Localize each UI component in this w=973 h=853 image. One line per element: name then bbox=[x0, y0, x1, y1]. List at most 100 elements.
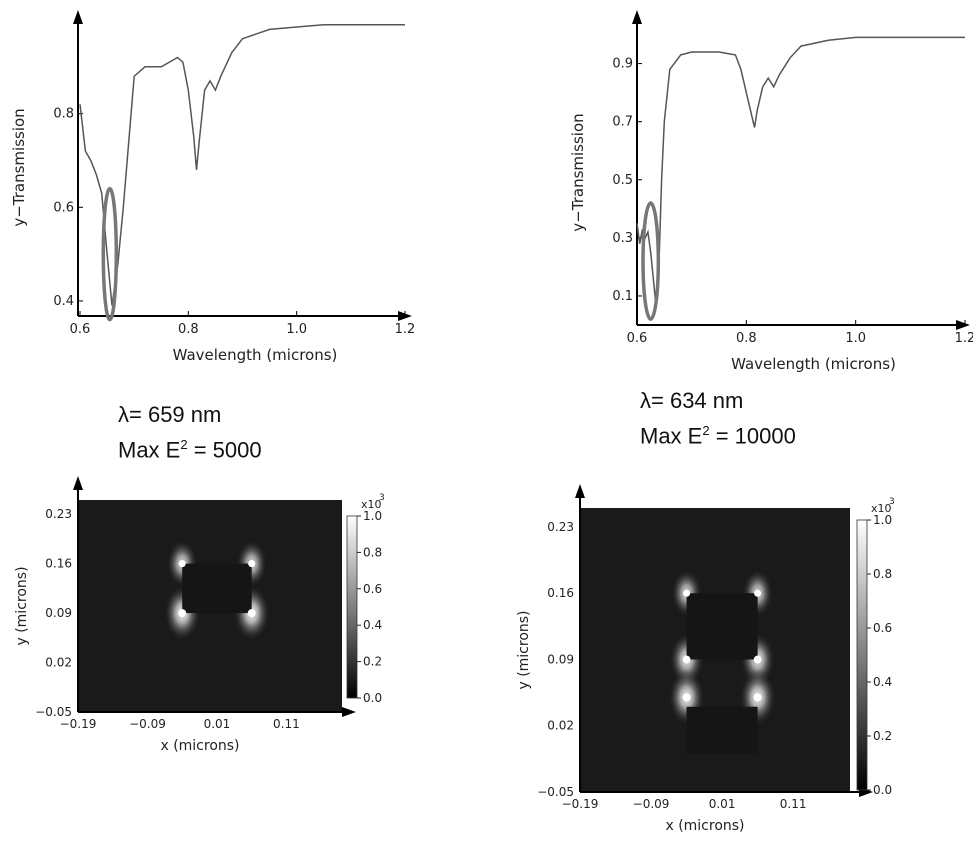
spectrum-left-y-arrow bbox=[73, 10, 83, 24]
spectrum-right-y-tick-label: 0.3 bbox=[612, 231, 633, 246]
field-right-chart: −0.19 −0.09 0.01 0.11−0.050.020.090.160.23x… bbox=[516, 484, 895, 834]
annotation-left-max-prefix: Max E bbox=[118, 437, 181, 463]
spectrum-right-y-arrow bbox=[632, 10, 642, 24]
field-right-y-tick-label: −0.05 bbox=[537, 785, 574, 799]
field-right-colorbar-tick-label: 0.8 bbox=[873, 567, 892, 581]
field-right-colorbar-tick-label: 1.0 bbox=[873, 513, 892, 527]
spectrum-left-y-tick-label: 0.4 bbox=[53, 294, 74, 309]
field-right-x-tick-label: 0.01 bbox=[709, 797, 736, 811]
field-right-y-tick-label: 0.16 bbox=[547, 586, 574, 600]
spectrum-left-x-tick-label: 1.2 bbox=[395, 322, 416, 337]
annotation-left: λ= 659 nm Max E2 = 5000 bbox=[118, 400, 262, 465]
field-left-x-tick-label: −0.09 bbox=[129, 717, 166, 731]
field-right-hotspot-core bbox=[753, 655, 762, 664]
spectrum-left-x-tick-label: 1.0 bbox=[286, 322, 307, 337]
spectrum-right-x-tick-label: 1.0 bbox=[845, 331, 866, 346]
spectrum-right-x-arrow bbox=[956, 320, 970, 330]
field-left-y-tick-label: 0.16 bbox=[45, 557, 72, 571]
field-right-nanoblock bbox=[686, 593, 758, 660]
field-right-y-tick-label: 0.02 bbox=[547, 719, 574, 733]
field-left-colorbar-tick-label: 1.0 bbox=[363, 509, 382, 523]
field-left-hotspot-core bbox=[247, 609, 256, 618]
field-right-y-tick-label: 0.09 bbox=[547, 652, 574, 666]
field-right-x-tick-label: −0.19 bbox=[562, 797, 599, 811]
annotation-left-max-exp: 2 bbox=[180, 437, 188, 452]
annotation-right-max-suffix: = 10000 bbox=[709, 423, 796, 449]
field-right-colorbar-tick-label: 0.0 bbox=[873, 783, 892, 797]
spectrum-right-y-tick-label: 0.5 bbox=[612, 173, 633, 188]
field-left-x-label: x (microns) bbox=[160, 738, 239, 754]
field-left-x-tick-label: 0.11 bbox=[273, 717, 300, 731]
annotation-right-lambda: λ= 634 nm bbox=[640, 388, 744, 413]
field-left-colorbar-tick-label: 0.4 bbox=[363, 618, 382, 632]
field-left-colorbar-exponent: 3 bbox=[379, 493, 385, 503]
spectrum-right-y-label: y−Transmission bbox=[569, 113, 587, 231]
field-right-colorbar-tick-label: 0.2 bbox=[873, 729, 892, 743]
annotation-left-max: Max E2 = 5000 bbox=[118, 430, 262, 465]
spectrum-right-y-tick-label: 0.9 bbox=[612, 57, 633, 72]
field-right-colorbar-multiplier: x10 bbox=[871, 502, 892, 515]
field-left-nanoblock bbox=[182, 563, 252, 614]
field-right-colorbar-tick-label: 0.4 bbox=[873, 675, 892, 689]
field-left-x-tick-label: −0.19 bbox=[60, 717, 97, 731]
field-left-colorbar-tick-label: 0.2 bbox=[363, 655, 382, 669]
field-left-y-tick-label: −0.05 bbox=[35, 705, 72, 719]
field-left-colorbar-tick-label: 0.8 bbox=[363, 545, 382, 559]
field-right-y-label: y (microns) bbox=[516, 610, 532, 689]
spectrum-left-y-tick-label: 0.6 bbox=[53, 200, 74, 215]
field-right-hotspot-core bbox=[753, 693, 762, 702]
spectrum-right-resonance-ellipse bbox=[641, 201, 661, 321]
field-right-hotspot-core bbox=[683, 589, 691, 597]
field-left-chart: −0.19 −0.09 0.01 0.11−0.050.020.090.160.23x… bbox=[14, 476, 385, 754]
field-left-y-tick-label: 0.02 bbox=[45, 656, 72, 670]
annotation-left-lambda: λ= 659 nm bbox=[118, 402, 222, 427]
field-right-nanoblock bbox=[686, 706, 758, 755]
spectrum-right-series-line bbox=[636, 36, 965, 302]
field-left-y-tick-label: 0.09 bbox=[45, 606, 72, 620]
field-left-y-label: y (microns) bbox=[14, 566, 30, 645]
field-right-hotspot-core bbox=[754, 589, 762, 597]
spectrum-right-x-tick-label: 1.2 bbox=[955, 331, 973, 346]
field-left-hotspot-core bbox=[178, 560, 186, 568]
field-left-colorbar-tick-label: 0.0 bbox=[363, 691, 382, 705]
field-left-colorbar bbox=[346, 515, 358, 699]
field-left-colorbar-multiplier: x10 bbox=[361, 498, 382, 511]
annotation-left-max-suffix: = 5000 bbox=[187, 437, 262, 463]
field-left-y-tick-label: 0.23 bbox=[45, 507, 72, 521]
field-left-hotspot-core bbox=[178, 609, 187, 618]
field-right-colorbar-tick-label: 0.6 bbox=[873, 621, 892, 635]
field-right-y-arrow bbox=[575, 484, 585, 498]
field-left-colorbar-tick-label: 0.6 bbox=[363, 582, 382, 596]
annotation-right: λ= 634 nm Max E2 = 10000 bbox=[640, 386, 796, 451]
spectrum-left-x-label: Wavelength (microns) bbox=[173, 346, 338, 364]
annotation-right-max-prefix: Max E bbox=[640, 423, 703, 449]
spectrum-left-series-line bbox=[79, 23, 405, 306]
spectrum-right-chart: 0.6 0.8 1.0 1.2 0.1 0.3 0.5 0.7 0.9 Wavelength (m… bbox=[569, 10, 973, 373]
spectrum-left-y-tick-label: 0.8 bbox=[53, 107, 74, 122]
annotation-right-max-exp: 2 bbox=[702, 423, 710, 438]
spectrum-left-resonance-ellipse bbox=[101, 186, 119, 322]
spectrum-right-x-tick-label: 0.8 bbox=[736, 331, 757, 346]
field-left-x-tick-label: 0.01 bbox=[204, 717, 231, 731]
spectrum-left-y-label: y−Transmission bbox=[10, 108, 28, 226]
field-right-hotspot-core bbox=[682, 655, 691, 664]
spectrum-left-chart: 0.6 0.8 1.0 1.2 0.4 0.6 0.8 Wavelength (microns… bbox=[10, 10, 415, 364]
spectrum-right-y-tick-label: 0.7 bbox=[612, 115, 633, 130]
field-left-hotspot-core bbox=[248, 560, 256, 568]
field-right-x-label: x (microns) bbox=[665, 818, 744, 834]
spectrum-right-x-tick-label: 0.6 bbox=[627, 331, 648, 346]
field-right-x-tick-label: −0.09 bbox=[633, 797, 670, 811]
spectrum-left-x-tick-label: 0.6 bbox=[70, 322, 91, 337]
field-left-y-arrow bbox=[73, 476, 83, 490]
field-right-x-tick-label: 0.11 bbox=[780, 797, 807, 811]
field-right-hotspot-core bbox=[682, 693, 691, 702]
field-left-x-arrow bbox=[342, 707, 356, 717]
field-right-y-tick-label: 0.23 bbox=[547, 520, 574, 534]
spectrum-left-x-tick-label: 0.8 bbox=[178, 322, 199, 337]
spectrum-right-y-tick-label: 0.1 bbox=[612, 289, 633, 304]
spectrum-right-x-label: Wavelength (microns) bbox=[731, 355, 896, 373]
field-right-colorbar-exponent: 3 bbox=[889, 497, 895, 507]
field-right-colorbar bbox=[856, 519, 868, 791]
annotation-right-max: Max E2 = 10000 bbox=[640, 416, 796, 451]
